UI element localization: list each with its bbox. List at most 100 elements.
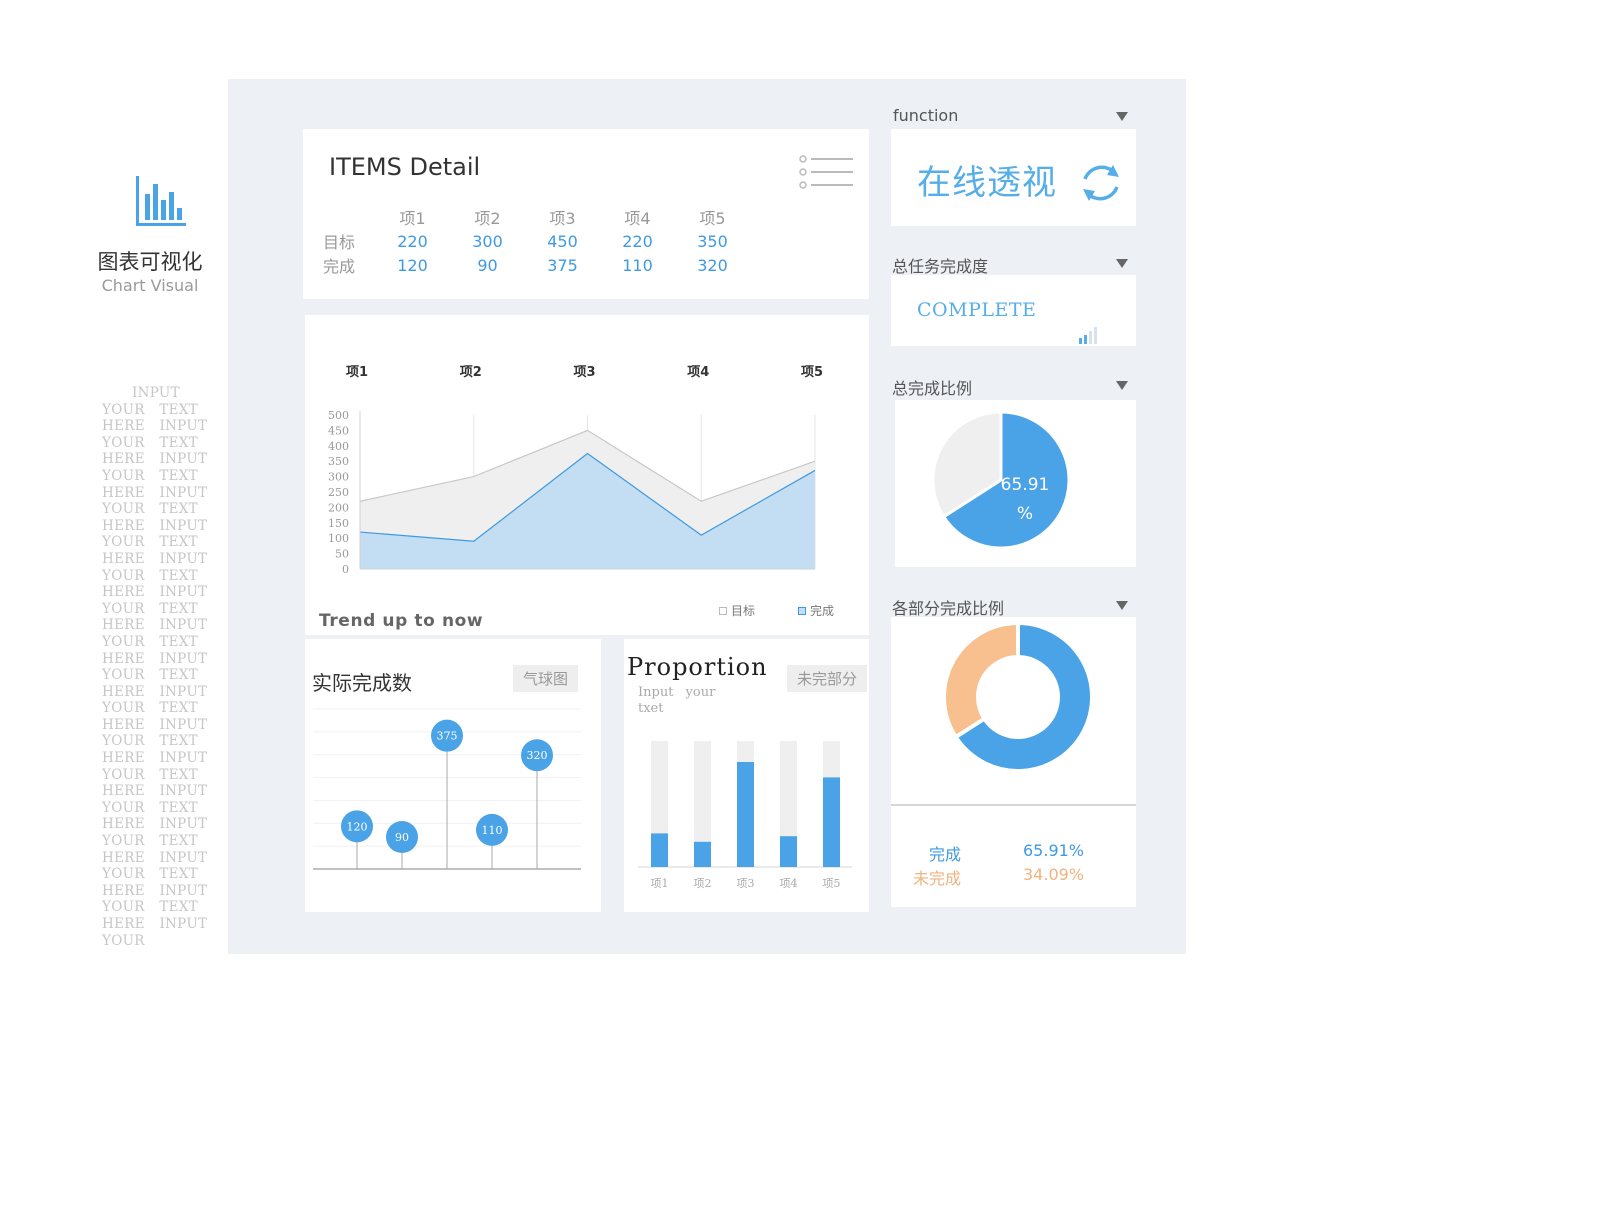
row-label: 完成	[323, 257, 356, 276]
column-header: 项3	[549, 209, 576, 228]
column-header: 项2	[474, 209, 501, 228]
legend-target: 目标	[719, 602, 755, 619]
balloon	[431, 719, 463, 752]
table-cell: 220	[622, 231, 653, 251]
undone-value: 34.09%	[1023, 865, 1085, 884]
y-tick-label: 100	[328, 532, 349, 545]
pie-slice-done	[941, 410, 1071, 550]
table-cell: 90	[477, 255, 498, 275]
balloon	[521, 739, 553, 772]
list-menu-icon[interactable]	[799, 155, 855, 189]
y-tick-label: 0	[342, 563, 349, 576]
y-tick-label: 50	[335, 548, 349, 561]
brand-subtitle: Chart Visual	[101, 276, 199, 295]
y-tick-label: 250	[328, 486, 349, 499]
items-header-row: 项1 项2 项3 项4 项5	[323, 205, 750, 229]
proportion-tag[interactable]: 未完部分	[787, 665, 868, 692]
row-label: 目标	[323, 233, 356, 252]
y-tick-label: 200	[328, 501, 349, 514]
balloon	[476, 813, 508, 846]
signal-icon	[1079, 327, 1097, 344]
y-tick-label: 150	[328, 517, 349, 530]
legend-swatch-target	[719, 606, 727, 615]
done-label: 完成	[929, 845, 962, 864]
bar-background	[780, 741, 797, 867]
table-cell: 300	[472, 231, 503, 251]
ratio-value: 65.91	[1000, 475, 1050, 495]
x-tick-label: 项3	[737, 877, 755, 890]
balloon	[386, 821, 418, 853]
table-cell: 220	[397, 231, 428, 251]
x-tick-label: 项5	[800, 365, 824, 380]
bar-chart-icon	[136, 176, 186, 226]
balloon-label: 90	[395, 831, 409, 844]
balloon-label: 110	[482, 824, 503, 837]
placeholder-paragraph: INPUT YOUR TEXT HERE INPUT YOUR TEXT HER…	[102, 385, 208, 949]
series-line-target	[359, 429, 816, 502]
complete-text: COMPLETE	[917, 299, 1037, 321]
y-tick-label: 450	[328, 424, 349, 437]
proportion-bar-chart: 项1 项2 项3 项4 项5	[638, 741, 852, 890]
parts-donut-chart	[891, 620, 1136, 806]
column-header: 项1	[399, 209, 426, 228]
trend-label: Trend up to now	[319, 611, 484, 631]
bar-done	[823, 777, 840, 867]
x-tick-label: 项4	[780, 877, 798, 890]
table-cell: 120	[397, 255, 428, 275]
x-tick-label: 项2	[459, 365, 482, 380]
column-header: 项5	[699, 209, 726, 228]
function-label: function	[893, 106, 959, 125]
table-cell: 350	[697, 231, 728, 251]
refresh-icon[interactable]	[1079, 161, 1123, 205]
trend-chart-card: 0 50 100 150 200 250 300 350 400 450 500 Trend up …	[305, 315, 869, 635]
ratio-pie-chart	[931, 410, 1071, 550]
progress-dropdown-icon[interactable]	[1116, 259, 1128, 268]
trend-area-chart: 0 50 100 150 200 250 300 350 400 450 500	[328, 409, 816, 576]
table-cell: 320	[697, 255, 728, 275]
donut-hole	[976, 655, 1060, 739]
progress-label: 总任务完成度	[892, 257, 989, 276]
y-tick-label: 500	[328, 409, 349, 422]
ratio-dropdown-icon[interactable]	[1116, 381, 1128, 390]
ratio-label: 总完成比例	[892, 379, 973, 398]
x-tick-label: 项3	[573, 365, 596, 380]
legend-done-label: 完成	[810, 604, 835, 618]
items-table: 项1 项2 项3 项4 项5 目标 220 300 450 220 350 完成…	[323, 205, 750, 277]
legend-swatch-done	[798, 606, 806, 615]
parts-dropdown-icon[interactable]	[1116, 601, 1128, 610]
online-pivot-text: 在线透视	[917, 163, 1057, 203]
parts-donut-card: 完成 65.91% 未完成 34.09%	[891, 617, 1136, 907]
series-line-done	[359, 452, 816, 542]
undone-label: 未完成	[913, 869, 962, 888]
legend-done: 完成	[798, 602, 834, 619]
x-tick-label: 项4	[687, 365, 710, 380]
items-detail-title: ITEMS Detail	[329, 153, 481, 181]
balloon-tag[interactable]: 气球图	[513, 665, 579, 692]
proportion-title: Proportion	[627, 653, 768, 681]
table-row: 目标 220 300 450 220 350	[323, 229, 750, 253]
empty-header	[323, 205, 375, 229]
items-detail-card: ITEMS Detail 项1 项2 项3 项4 项5	[303, 129, 869, 299]
function-dropdown-icon[interactable]	[1116, 112, 1128, 121]
table-cell: 450	[547, 231, 578, 251]
balloon-label: 120	[347, 820, 368, 833]
parts-label: 各部分完成比例	[892, 599, 1005, 618]
table-cell: 375	[547, 255, 578, 275]
x-tick-label: 项1	[345, 365, 369, 380]
series-area-done	[360, 453, 815, 569]
bar-done	[694, 841, 711, 867]
balloon-chart: 120 90 375 110 320	[313, 708, 581, 870]
column-header: 项4	[624, 209, 651, 228]
legend-target-label: 目标	[731, 604, 756, 618]
online-pivot-card[interactable]: 在线透视	[891, 129, 1136, 226]
balloon-label: 320	[527, 749, 548, 762]
brand-title: 图表可视化	[97, 250, 203, 274]
y-tick-label: 400	[328, 440, 349, 453]
balloon-label: 375	[437, 730, 458, 743]
table-cell: 110	[622, 255, 653, 275]
bar-done	[737, 762, 754, 867]
dashboard-frame: ITEMS Detail 项1 项2 项3 项4 项5	[228, 79, 1186, 954]
x-tick-label: 项2	[694, 877, 712, 890]
proportion-subtitle: Input your txet	[638, 685, 716, 716]
y-tick-label: 300	[328, 471, 349, 484]
